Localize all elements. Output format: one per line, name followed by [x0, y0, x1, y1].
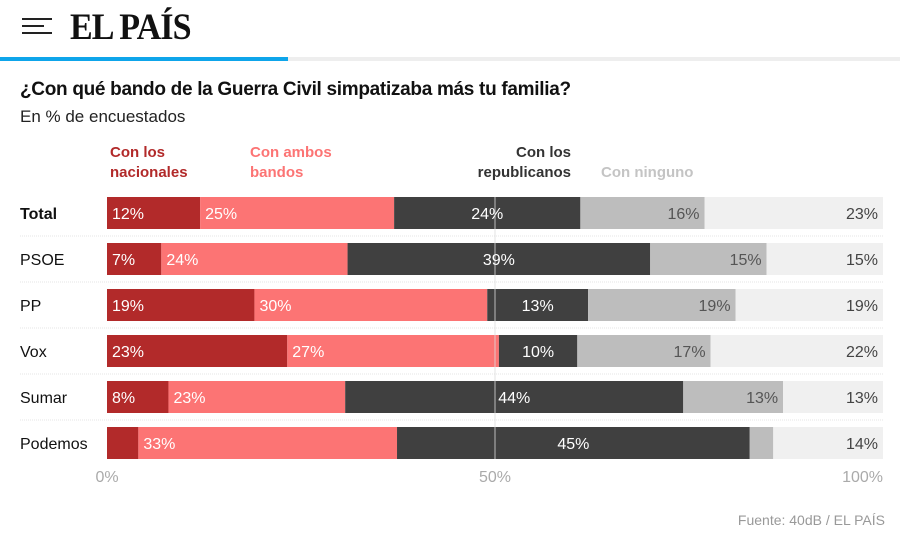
bar-segment [107, 335, 288, 367]
bar-segment [161, 243, 348, 275]
category-label: PP [20, 298, 41, 315]
data-label: 19% [699, 298, 731, 315]
category-label: Vox [20, 344, 47, 361]
data-label: 19% [846, 298, 878, 315]
bar-segment [107, 243, 162, 275]
hamburger-icon[interactable] [22, 16, 52, 36]
bar-segment [287, 335, 499, 367]
bar-segment [107, 197, 201, 229]
data-label: 44% [498, 390, 530, 407]
bar-segment [704, 197, 883, 229]
x-tick-label: 0% [95, 469, 118, 486]
bar-segment [683, 381, 784, 413]
legend-ambos: Con ambos bandos [250, 144, 332, 181]
source-note: Fuente: 40dB / EL PAÍS [737, 512, 885, 528]
reading-progress-track [0, 57, 900, 61]
site-header: EL PAÍS [0, 0, 900, 58]
category-label: Sumar [20, 390, 68, 407]
legend-ninguno: Con ninguno [601, 164, 694, 181]
bar-segment [107, 289, 255, 321]
bar-segment [735, 289, 883, 321]
data-label: 39% [483, 252, 515, 269]
data-label: 17% [674, 344, 706, 361]
chart-subtitle: En % de encuestados [20, 107, 186, 126]
data-label: 19% [112, 298, 144, 315]
category-label: Total [20, 206, 57, 223]
bar-segment [766, 243, 883, 275]
data-label: 33% [143, 436, 175, 453]
data-label: 10% [522, 344, 554, 361]
data-label: 25% [205, 206, 237, 223]
bar-segment [107, 381, 169, 413]
data-label: 16% [667, 206, 699, 223]
data-label: 23% [112, 344, 144, 361]
x-tick-label: 50% [479, 469, 511, 486]
data-label: 13% [846, 390, 878, 407]
bar-segment [200, 197, 395, 229]
bar-segment [498, 335, 578, 367]
data-label: 23% [846, 206, 878, 223]
data-label: 13% [522, 298, 554, 315]
bar-segment [588, 289, 736, 321]
bar-segment [254, 289, 488, 321]
bar-segment [168, 381, 346, 413]
bar-segment [138, 427, 398, 459]
bar-segment [345, 381, 684, 413]
bar-segment [749, 427, 774, 459]
data-label: 15% [730, 252, 762, 269]
data-label: 22% [846, 344, 878, 361]
legend-nacionales: Con los nacionales [110, 144, 188, 181]
bar-segment [773, 427, 883, 459]
bar-segment [783, 381, 883, 413]
bar-segment [577, 335, 711, 367]
data-label: 27% [292, 344, 324, 361]
legend-republicanos: Con los republicanos [477, 144, 571, 181]
data-label: 24% [471, 206, 503, 223]
category-label: Podemos [20, 436, 88, 453]
data-label: 7% [112, 252, 135, 269]
data-label: 23% [173, 390, 205, 407]
logo[interactable]: EL PAÍS [70, 7, 192, 48]
data-label: 45% [557, 436, 589, 453]
reading-progress-bar [0, 57, 288, 61]
bar-segment [580, 197, 705, 229]
data-label: 30% [259, 298, 291, 315]
bar-segment [710, 335, 883, 367]
bar-segment [394, 197, 581, 229]
chart-title: ¿Con qué bando de la Guerra Civil simpat… [20, 79, 571, 100]
bar-segment [107, 427, 139, 459]
data-label: 14% [846, 436, 878, 453]
data-label: 13% [746, 390, 778, 407]
data-label: 12% [112, 206, 144, 223]
data-label: 24% [166, 252, 198, 269]
category-label: PSOE [20, 252, 64, 269]
bar-segment [650, 243, 767, 275]
bar-segment [347, 243, 651, 275]
bar-segment [487, 289, 589, 321]
bar-segment [397, 427, 750, 459]
data-label: 8% [112, 390, 135, 407]
x-tick-label: 100% [842, 469, 883, 486]
data-label: 15% [846, 252, 878, 269]
